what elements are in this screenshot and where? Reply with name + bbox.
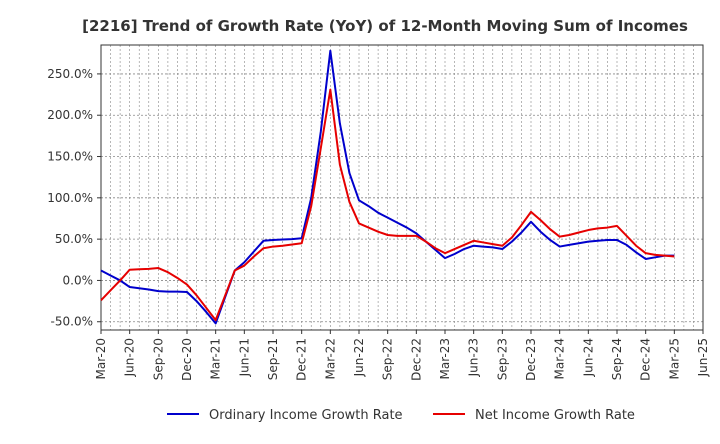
y-tick-label: 50.0% bbox=[55, 232, 93, 246]
x-tick-label: Sep-23 bbox=[495, 338, 509, 380]
x-axis: Mar-20 Jun-20 Sep-20 Dec-20 Mar-21 Jun-21 Sep-… bbox=[94, 330, 710, 381]
x-tick-label: Sep-22 bbox=[381, 338, 395, 380]
legend-label: Net Income Growth Rate bbox=[475, 408, 635, 423]
legend-label: Ordinary Income Growth Rate bbox=[209, 408, 403, 423]
x-tick-label: Dec-23 bbox=[524, 338, 538, 381]
x-tick-label: Dec-20 bbox=[180, 338, 194, 381]
x-tick-label: Dec-22 bbox=[409, 338, 423, 381]
x-tick-label: Jun-25 bbox=[696, 338, 710, 377]
x-tick-label: Jun-24 bbox=[581, 338, 595, 377]
x-tick-label: Jun-23 bbox=[467, 338, 481, 377]
x-tick-label: Mar-25 bbox=[667, 338, 681, 379]
x-tick-label: Dec-24 bbox=[639, 338, 653, 381]
grid-lines bbox=[101, 45, 703, 330]
x-tick-label: Mar-24 bbox=[553, 338, 567, 379]
x-tick-label: Jun-22 bbox=[352, 338, 366, 377]
x-tick-label: Jun-21 bbox=[237, 338, 251, 377]
x-tick-label: Sep-24 bbox=[610, 338, 624, 380]
series-line-net-income bbox=[100, 88, 675, 322]
x-tick-label: Jun-20 bbox=[123, 338, 137, 377]
x-tick-label: Mar-23 bbox=[438, 338, 452, 379]
x-tick-label: Sep-21 bbox=[266, 338, 280, 380]
x-tick-label: Sep-20 bbox=[151, 338, 165, 380]
chart-title: [2216] Trend of Growth Rate (YoY) of 12-… bbox=[82, 17, 688, 35]
y-tick-label: 250.0% bbox=[47, 67, 93, 81]
y-tick-label: 0.0% bbox=[63, 273, 94, 287]
x-tick-label: Mar-21 bbox=[209, 338, 223, 379]
y-axis: -50.0% 0.0% 50.0% 100.0% 150.0% 200.0% 250.0% bbox=[47, 67, 101, 329]
legend-item: Net Income Growth Rate bbox=[433, 408, 635, 423]
y-tick-label: 150.0% bbox=[47, 150, 93, 164]
y-tick-label: -50.0% bbox=[51, 315, 93, 329]
plot-area-frame bbox=[100, 44, 704, 331]
x-tick-label: Mar-22 bbox=[323, 338, 337, 379]
y-tick-label: 100.0% bbox=[47, 191, 93, 205]
series-line-ordinary-income bbox=[100, 49, 675, 325]
legend-item: Ordinary Income Growth Rate bbox=[167, 408, 403, 423]
x-tick-label: Mar-20 bbox=[94, 338, 108, 379]
x-tick-label: Dec-21 bbox=[295, 338, 309, 381]
series-lines bbox=[100, 49, 675, 325]
y-tick-label: 200.0% bbox=[47, 108, 93, 122]
legend: Ordinary Income Growth Rate Net Income Gr… bbox=[167, 408, 635, 423]
